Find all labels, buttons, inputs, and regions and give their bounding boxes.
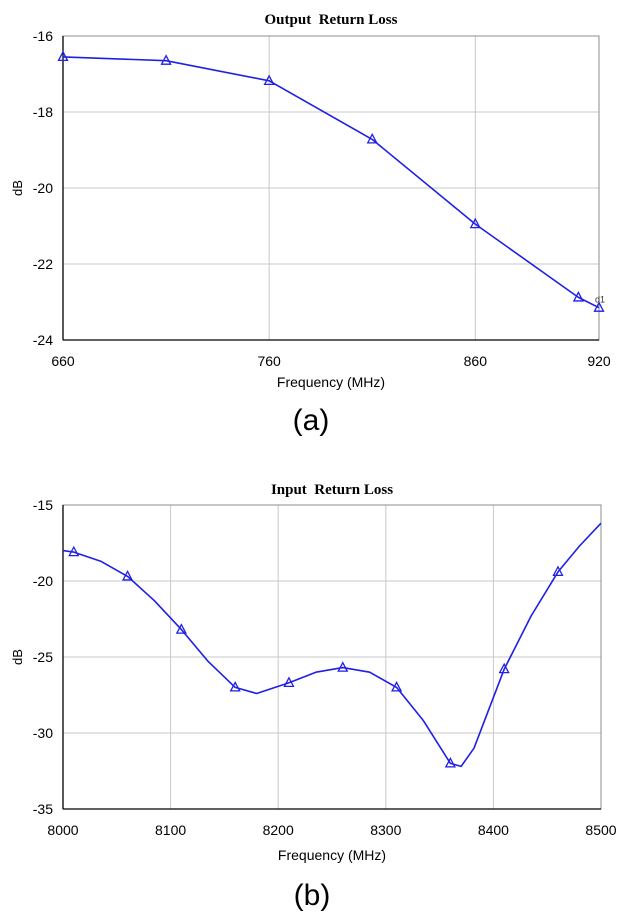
x-tick-label: 920 — [587, 353, 611, 369]
series-line — [62, 522, 602, 768]
x-tick-label: 760 — [257, 353, 281, 369]
marker-label: d1 — [595, 295, 605, 305]
y-tick-label: -15 — [33, 497, 53, 513]
triangle-marker-icon — [121, 570, 134, 581]
y-tick-label: -30 — [33, 725, 53, 741]
y-tick-label: -22 — [33, 256, 53, 272]
x-tick-label: 8100 — [155, 822, 186, 838]
series-line — [62, 56, 600, 309]
x-tick-label: 8300 — [370, 822, 401, 838]
x-axis-label: Frequency (MHz) — [277, 374, 385, 390]
triangle-marker-icon — [263, 74, 275, 85]
y-axis-label: dB — [10, 649, 25, 665]
chart-title: Input Return Loss — [271, 482, 393, 498]
x-tick-label: 8400 — [478, 822, 509, 838]
triangle-marker-icon — [469, 217, 481, 229]
x-tick-label: 8000 — [47, 822, 78, 838]
y-tick-label: -24 — [33, 332, 53, 348]
x-tick-label: 660 — [51, 353, 75, 369]
triangle-marker-icon — [229, 681, 241, 692]
x-axis-label: Frequency (MHz) — [278, 847, 386, 863]
panel-caption: (a) — [293, 404, 330, 437]
chart-a: -24 -22 -20 -18 -16 660 760 860 920 Output Return… — [10, 12, 611, 437]
y-tick-label: -18 — [33, 104, 53, 120]
triangle-marker-icon — [160, 54, 172, 65]
chart-title: Output Return Loss — [265, 12, 398, 28]
y-tick-label: -20 — [33, 573, 53, 589]
panel-caption: (b) — [294, 879, 331, 912]
y-axis-label: dB — [10, 180, 25, 196]
triangle-marker-icon — [572, 291, 584, 302]
triangle-marker-icon — [337, 661, 349, 672]
y-tick-label: -35 — [33, 801, 53, 817]
y-tick-label: -20 — [33, 180, 53, 196]
x-tick-label: 860 — [464, 353, 488, 369]
triangle-marker-icon — [552, 565, 564, 577]
chart-b: -35 -30 -25 -20 -15 8000 8100 8200 8300 8400 8500 I… — [10, 482, 617, 912]
triangle-marker-icon — [175, 623, 187, 634]
triangle-marker-icon — [57, 50, 69, 62]
triangle-marker-icon — [283, 676, 295, 687]
y-tick-label: -16 — [33, 28, 53, 44]
triangle-marker-icon — [593, 301, 605, 312]
x-tick-label: 8200 — [263, 822, 294, 838]
triangle-marker-icon — [444, 757, 456, 768]
triangle-marker-icon — [68, 545, 80, 557]
y-tick-label: -25 — [33, 649, 53, 665]
triangle-marker-icon — [498, 662, 510, 674]
triangle-marker-icon — [390, 681, 403, 692]
triangle-marker-icon — [366, 132, 378, 144]
x-tick-label: 8500 — [585, 822, 616, 838]
